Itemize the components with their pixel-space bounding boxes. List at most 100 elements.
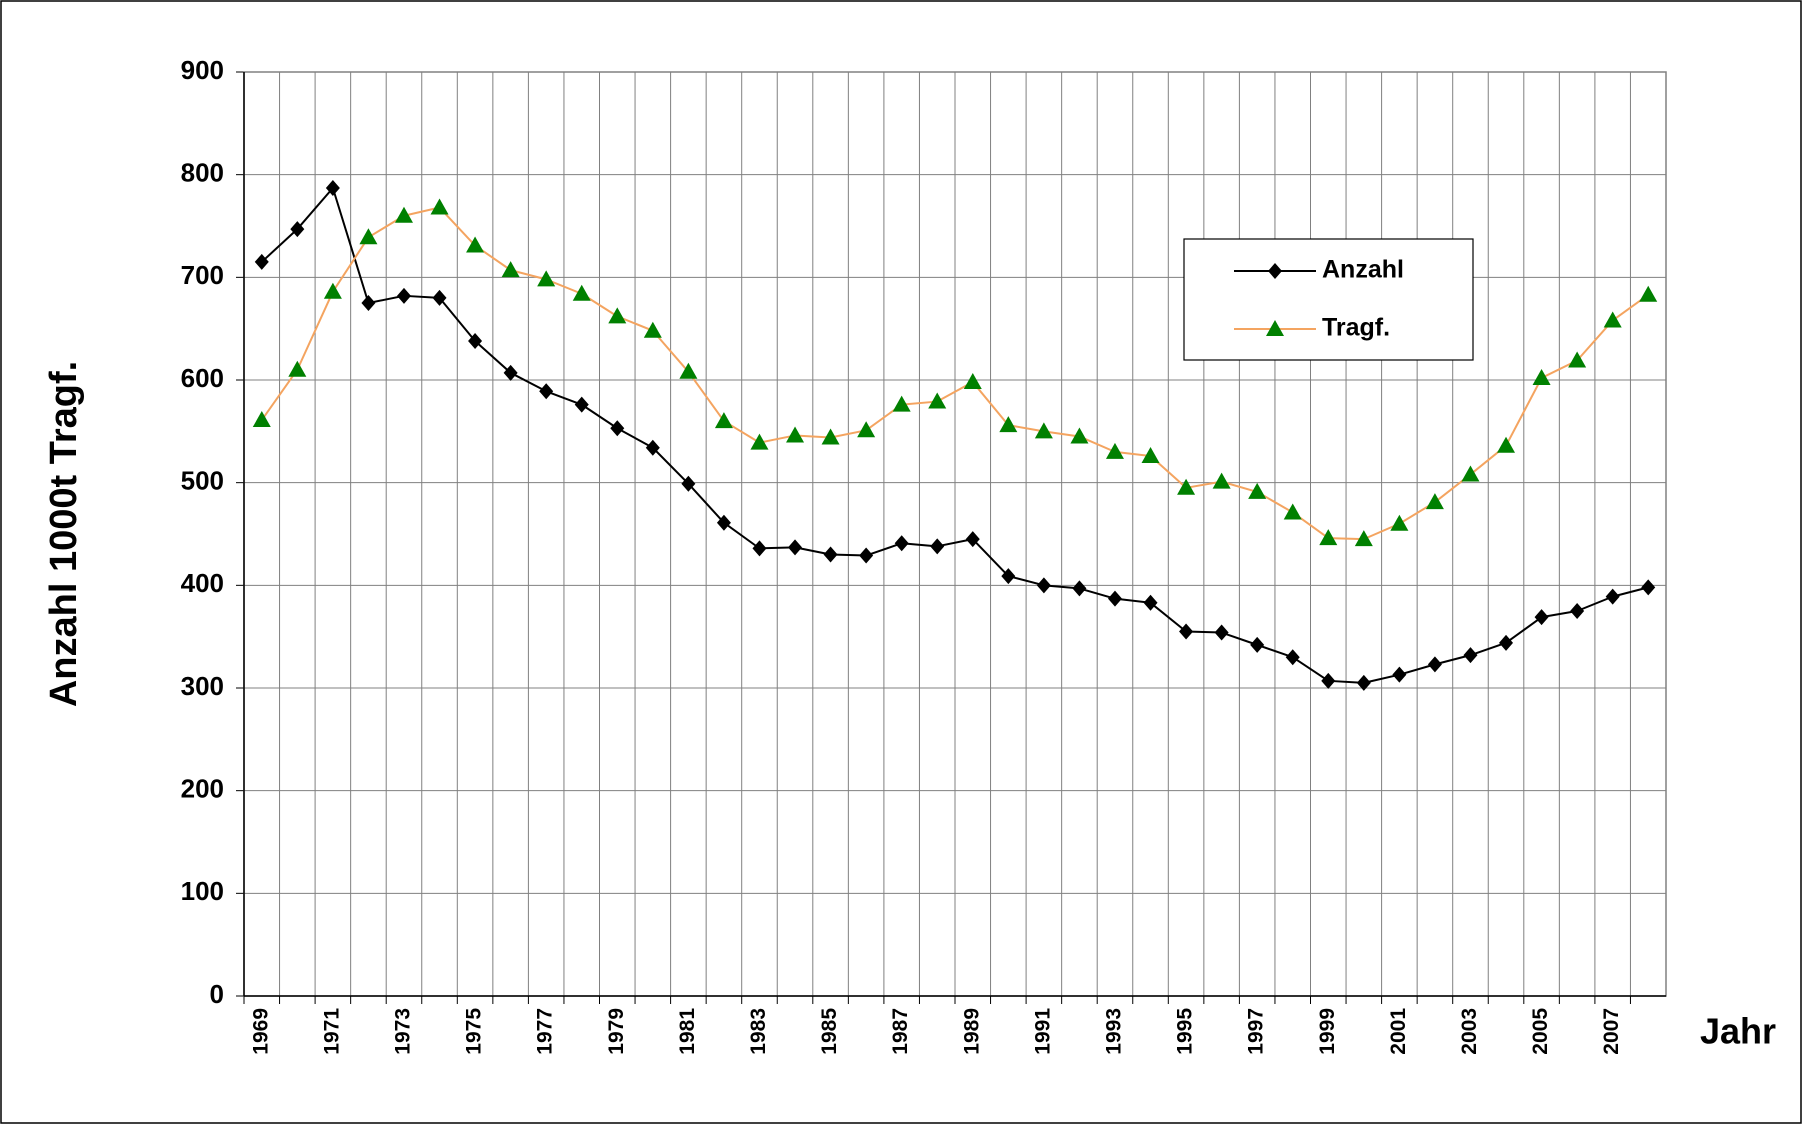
marker-triangle <box>501 261 520 278</box>
marker-diamond <box>1356 674 1371 691</box>
x-tick-label: 1997 <box>1245 1008 1268 1055</box>
marker-diamond <box>503 364 518 381</box>
marker-diamond <box>468 332 483 349</box>
x-axis-title: Jahr <box>1700 1011 1776 1052</box>
marker-diamond <box>894 535 909 552</box>
marker-diamond <box>396 287 411 304</box>
y-tick-label: 200 <box>181 774 224 804</box>
marker-diamond <box>1534 609 1549 626</box>
marker-triangle <box>1266 320 1284 336</box>
marker-diamond <box>1268 263 1282 279</box>
marker-triangle <box>608 307 627 324</box>
y-tick-label: 800 <box>181 158 224 188</box>
y-tick-label: 300 <box>181 671 224 701</box>
marker-diamond <box>1036 577 1051 594</box>
x-tick-label: 1983 <box>747 1008 770 1055</box>
x-tick-label: 1985 <box>818 1008 841 1055</box>
marker-triangle <box>963 373 982 390</box>
x-tick-label: 1981 <box>676 1008 699 1055</box>
y-tick-label: 0 <box>210 979 224 1009</box>
marker-diamond <box>539 383 554 400</box>
marker-diamond <box>1214 624 1229 641</box>
marker-triangle <box>1319 529 1338 546</box>
x-tick-label: 2005 <box>1529 1008 1552 1055</box>
marker-diamond <box>432 289 447 306</box>
x-tick-label: 1993 <box>1103 1008 1126 1055</box>
marker-diamond <box>1179 623 1194 640</box>
marker-triangle <box>1212 472 1231 489</box>
marker-diamond <box>1605 588 1620 605</box>
marker-triangle <box>1248 482 1267 499</box>
x-tick-label: 1979 <box>605 1008 628 1055</box>
marker-diamond <box>254 253 269 270</box>
marker-triangle <box>394 206 413 223</box>
marker-triangle <box>1390 514 1409 531</box>
marker-triangle <box>359 228 378 245</box>
marker-triangle <box>892 395 911 412</box>
x-tick-label: 2001 <box>1387 1008 1410 1055</box>
marker-triangle <box>1603 311 1622 328</box>
series-line <box>260 206 1649 541</box>
marker-triangle <box>466 236 485 253</box>
x-tick-label: 1987 <box>889 1008 912 1055</box>
x-tick-label: 1999 <box>1316 1008 1339 1055</box>
marker-triangle <box>1639 285 1658 302</box>
marker-triangle <box>252 411 271 428</box>
marker-triangle <box>572 284 591 301</box>
marker-triangle <box>786 426 805 443</box>
x-tick-label: 2007 <box>1600 1008 1623 1055</box>
marker-diamond <box>325 180 340 197</box>
marker-triangle <box>857 421 876 438</box>
marker-diamond <box>361 295 376 311</box>
marker-triangle <box>1105 442 1124 459</box>
x-tick-label: 1971 <box>320 1008 343 1055</box>
legend-label: Tragf. <box>1322 314 1390 342</box>
marker-triangle <box>288 360 307 377</box>
marker-triangle <box>1070 427 1089 444</box>
y-tick-label: 500 <box>181 466 224 496</box>
marker-diamond <box>716 514 731 531</box>
marker-diamond <box>752 540 767 557</box>
marker-triangle <box>537 270 556 287</box>
marker-triangle <box>430 198 449 215</box>
marker-diamond <box>290 221 305 238</box>
marker-diamond <box>1107 590 1122 607</box>
marker-triangle <box>1425 493 1444 510</box>
marker-diamond <box>1392 666 1407 683</box>
marker-triangle <box>1141 446 1160 463</box>
marker-triangle <box>1034 422 1053 439</box>
marker-triangle <box>1568 351 1587 368</box>
marker-diamond <box>1463 647 1478 664</box>
x-tick-label: 1989 <box>960 1008 983 1055</box>
marker-triangle <box>714 412 733 429</box>
x-tick-label: 1969 <box>249 1008 272 1055</box>
marker-diamond <box>1641 579 1656 596</box>
marker-triangle <box>1497 436 1516 453</box>
x-tick-label: 1995 <box>1174 1008 1197 1055</box>
marker-triangle <box>1283 503 1302 520</box>
y-tick-label: 700 <box>181 260 224 290</box>
marker-diamond <box>1499 634 1514 651</box>
marker-triangle <box>1532 368 1551 385</box>
marker-diamond <box>1321 672 1336 689</box>
marker-triangle <box>750 433 769 450</box>
y-tick-label: 600 <box>181 363 224 393</box>
marker-triangle <box>323 282 342 299</box>
marker-triangle <box>999 416 1018 433</box>
marker-diamond <box>1001 568 1016 585</box>
series-line <box>261 187 1649 684</box>
marker-diamond <box>930 538 945 555</box>
y-tick-label: 100 <box>181 876 224 906</box>
marker-diamond <box>1250 636 1265 653</box>
legend-box <box>1183 238 1474 361</box>
marker-diamond <box>788 539 803 556</box>
marker-diamond <box>645 439 660 456</box>
marker-diamond <box>1570 603 1585 619</box>
x-tick-label: 2003 <box>1458 1008 1481 1055</box>
x-tick-label: 1991 <box>1031 1008 1054 1055</box>
marker-diamond <box>610 420 625 437</box>
marker-triangle <box>928 392 947 409</box>
y-tick-label: 400 <box>181 568 224 598</box>
marker-diamond <box>1143 594 1158 611</box>
legend-label: Anzahl <box>1322 256 1404 284</box>
